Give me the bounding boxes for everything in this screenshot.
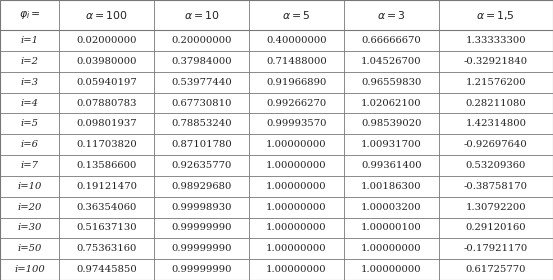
Text: -0.38758170: -0.38758170 [464,182,528,191]
Text: 1.30792200: 1.30792200 [466,203,526,212]
Text: 0.05940197: 0.05940197 [76,78,137,87]
Text: 1.00000000: 1.00000000 [361,244,421,253]
Text: i=7: i=7 [20,161,39,170]
Text: 0.99361400: 0.99361400 [361,161,421,170]
Text: 1.00000000: 1.00000000 [266,203,327,212]
Text: 0.37984000: 0.37984000 [171,57,232,66]
Text: -0.92697640: -0.92697640 [464,140,528,149]
Text: 0.78853240: 0.78853240 [171,119,232,129]
Text: 0.66666670: 0.66666670 [362,36,421,45]
Text: 0.53977440: 0.53977440 [171,78,232,87]
Text: 0.07880783: 0.07880783 [76,99,137,108]
Text: 1.00000000: 1.00000000 [266,140,327,149]
Text: 1.33333300: 1.33333300 [466,36,526,45]
Text: -0.17921170: -0.17921170 [464,244,528,253]
Text: 0.03980000: 0.03980000 [76,57,137,66]
Text: i=30: i=30 [17,223,41,232]
Text: 0.99993570: 0.99993570 [266,119,327,129]
Text: 0.71488000: 0.71488000 [266,57,327,66]
Text: 0.99999990: 0.99999990 [171,265,232,274]
Text: 0.67730810: 0.67730810 [171,99,232,108]
Text: 1.00000000: 1.00000000 [266,182,327,191]
Text: $\alpha =5$: $\alpha =5$ [282,9,311,21]
Text: i=1: i=1 [20,36,39,45]
Text: 0.13586600: 0.13586600 [76,161,137,170]
Text: -0.32921840: -0.32921840 [464,57,528,66]
Text: 0.51637130: 0.51637130 [76,223,137,232]
Text: 1.00000000: 1.00000000 [266,161,327,170]
Text: 0.96559830: 0.96559830 [361,78,421,87]
Text: 0.98539020: 0.98539020 [361,119,421,129]
Text: 1.21576200: 1.21576200 [466,78,526,87]
Text: 0.99999990: 0.99999990 [171,223,232,232]
Text: 0.09801937: 0.09801937 [76,119,137,129]
Text: 0.40000000: 0.40000000 [266,36,327,45]
Text: $\alpha =3$: $\alpha =3$ [377,9,405,21]
Text: 1.04526700: 1.04526700 [361,57,421,66]
Text: 0.11703820: 0.11703820 [76,140,137,149]
Text: i=2: i=2 [20,57,39,66]
Text: 1.00931700: 1.00931700 [361,140,422,149]
Text: 0.29120160: 0.29120160 [466,223,526,232]
Text: $\alpha =100$: $\alpha =100$ [85,9,128,21]
Text: i=100: i=100 [14,265,45,274]
Text: 1.00003200: 1.00003200 [361,203,421,212]
Text: 0.19121470: 0.19121470 [76,182,137,191]
Text: $\alpha =1{,}5$: $\alpha =1{,}5$ [477,9,515,22]
Text: 1.00000000: 1.00000000 [361,265,421,274]
Text: 1.00186300: 1.00186300 [361,182,421,191]
Text: 0.97445850: 0.97445850 [76,265,137,274]
Text: 1.00000000: 1.00000000 [266,244,327,253]
Text: i=5: i=5 [20,119,39,129]
Text: 0.99999990: 0.99999990 [171,244,232,253]
Text: 0.36354060: 0.36354060 [76,203,137,212]
Text: 0.28211080: 0.28211080 [466,99,526,108]
Text: 0.02000000: 0.02000000 [76,36,137,45]
Text: i=20: i=20 [17,203,41,212]
Text: 0.92635770: 0.92635770 [171,161,232,170]
Text: 0.61725770: 0.61725770 [466,265,526,274]
Text: 0.98929680: 0.98929680 [171,182,232,191]
Text: i=10: i=10 [17,182,41,191]
Text: 1.00000100: 1.00000100 [361,223,422,232]
Text: 0.99266270: 0.99266270 [266,99,326,108]
Text: 0.75363160: 0.75363160 [76,244,137,253]
Text: $\varphi_i =$: $\varphi_i =$ [19,9,40,21]
Text: i=3: i=3 [20,78,39,87]
Text: 1.00000000: 1.00000000 [266,223,327,232]
Text: 1.02062100: 1.02062100 [361,99,421,108]
Text: 0.87101780: 0.87101780 [171,140,232,149]
Text: $\alpha =10$: $\alpha =10$ [184,9,219,21]
Text: 1.42314800: 1.42314800 [466,119,526,129]
Text: 1.00000000: 1.00000000 [266,265,327,274]
Text: 0.20000000: 0.20000000 [171,36,232,45]
Text: 0.91966890: 0.91966890 [266,78,326,87]
Text: 0.53209360: 0.53209360 [466,161,526,170]
Text: i=50: i=50 [17,244,41,253]
Text: i=6: i=6 [20,140,39,149]
Text: i=4: i=4 [20,99,39,108]
Text: 0.99998930: 0.99998930 [171,203,232,212]
